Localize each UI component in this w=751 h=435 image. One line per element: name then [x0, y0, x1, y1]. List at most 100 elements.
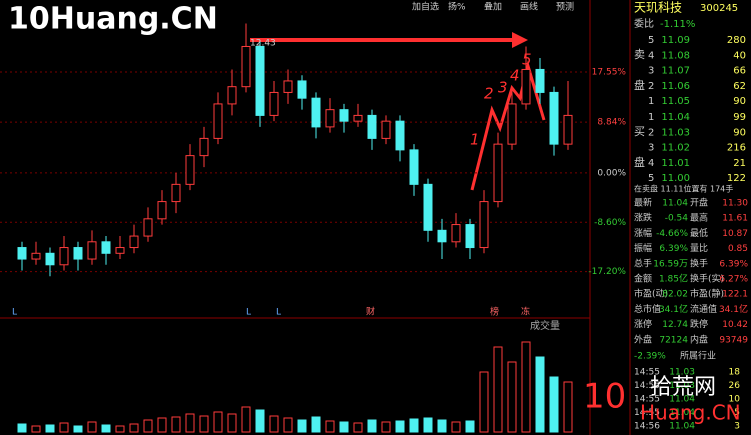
volume-bar — [115, 425, 125, 433]
candle-body — [479, 201, 489, 249]
stat-label: 市盈(动) — [634, 288, 668, 300]
toolbar-item: 扬% — [448, 1, 466, 13]
candle-body — [73, 247, 83, 260]
stat-value: 10.42 — [722, 320, 748, 330]
book-price: 11.00 — [661, 173, 690, 184]
candle-body — [143, 218, 153, 237]
book-volume: 40 — [733, 50, 746, 61]
volume-bar — [143, 419, 153, 433]
arrow-head — [512, 32, 528, 48]
stat-value: 11.30 — [722, 199, 748, 209]
stat-value: 6.27% — [719, 275, 748, 285]
watermark-domain: Huang.CN — [640, 401, 741, 425]
book-price: 11.09 — [661, 35, 690, 46]
candle-body — [549, 91, 559, 145]
toolbar-item: 预测 — [556, 2, 574, 13]
book-price: 11.08 — [661, 50, 690, 61]
candle-body — [17, 247, 27, 260]
y-tick-label: 0.00% — [597, 168, 626, 178]
volume-bar — [213, 411, 223, 433]
trade-price: 11.03 — [669, 381, 695, 391]
candle-body — [381, 120, 391, 139]
volume-bar — [493, 346, 503, 433]
candle-body — [507, 103, 517, 145]
candle-body — [395, 120, 405, 151]
volume-bar — [227, 413, 237, 433]
volume-bar — [451, 421, 461, 433]
volume-bar — [87, 421, 97, 433]
stat-value: -0.54 — [665, 214, 689, 224]
volume-bar — [73, 425, 83, 433]
volume-bar — [269, 415, 279, 433]
trade-price: 11.04 — [669, 395, 695, 405]
book-volume: 21 — [733, 158, 746, 169]
trade-volume: 5 — [734, 408, 740, 418]
book-volume: 122 — [727, 173, 746, 184]
volume-bar — [381, 421, 391, 433]
ratio: -1.11% — [660, 19, 695, 30]
stat-label: 换手 — [690, 257, 708, 269]
book-price: 11.02 — [661, 143, 690, 154]
stat-value: -4.66% — [656, 229, 688, 239]
volume-title: 成交量 — [530, 319, 560, 332]
book-price: 11.05 — [661, 96, 690, 107]
volume-bar — [325, 420, 335, 433]
candle-body — [227, 86, 237, 105]
candle-body — [521, 68, 531, 105]
stat-label: 流通值 — [690, 303, 717, 315]
volume-bar — [199, 415, 209, 433]
candle-body — [59, 247, 69, 266]
volume-bar — [521, 341, 531, 433]
watermark-name: 拾荒网 — [650, 375, 716, 400]
annotation: 5 — [522, 51, 532, 69]
volume-bar — [185, 413, 195, 433]
watermark-title: 10Huang.CN — [8, 2, 218, 37]
trade-time: 14:55 — [634, 408, 660, 418]
trade-time: 14:55 — [634, 368, 660, 378]
volume-bar — [171, 416, 181, 433]
book-price: 11.06 — [661, 81, 690, 92]
volume-bar — [367, 419, 377, 433]
candle-body — [129, 235, 139, 249]
book-volume: 90 — [733, 96, 746, 107]
volume-bar — [241, 406, 251, 433]
candle-body — [409, 149, 419, 185]
ratio-label: 委比 — [634, 17, 654, 30]
book-volume: 90 — [733, 127, 746, 138]
toolbar-item: 画线 — [520, 1, 538, 13]
trade-price: 11.04 — [669, 422, 695, 432]
candle-body — [213, 103, 223, 139]
book-level: 5 — [648, 173, 654, 184]
stat-value: 93749 — [719, 335, 748, 345]
volume-bar — [31, 425, 41, 433]
book-level: 2 — [648, 127, 654, 138]
stat-label: 量比 — [690, 242, 708, 254]
candle-body — [325, 109, 335, 128]
volume-bar — [45, 424, 55, 433]
book-level: 4 — [648, 50, 654, 61]
volume-bar — [129, 423, 139, 433]
industry-change: -2.39% — [634, 352, 666, 362]
stat-label: 总手 — [634, 257, 652, 269]
volume-bar — [101, 424, 111, 433]
stat-label: 最高 — [690, 212, 708, 224]
candle-body — [255, 45, 265, 116]
candle-body — [563, 114, 573, 145]
stat-value: 0.85 — [728, 244, 748, 254]
volume-bar — [465, 420, 475, 433]
event-marker: L — [246, 308, 251, 318]
candle-body — [353, 114, 363, 122]
stat-value: 6.39% — [719, 259, 748, 269]
book-level: 3 — [648, 143, 654, 154]
event-marker: L — [12, 308, 17, 318]
y-tick-label: 17.55% — [592, 68, 627, 78]
book-volume: 280 — [727, 35, 746, 46]
volume-bar — [563, 381, 573, 433]
trade-time: 14:55 — [634, 395, 660, 405]
side-label: 买 — [634, 125, 645, 138]
volume-bar — [437, 419, 447, 433]
candle-body — [171, 183, 181, 203]
volume-bar — [157, 417, 167, 433]
trade-volume: 3 — [734, 422, 740, 432]
volume-bar — [549, 376, 559, 433]
